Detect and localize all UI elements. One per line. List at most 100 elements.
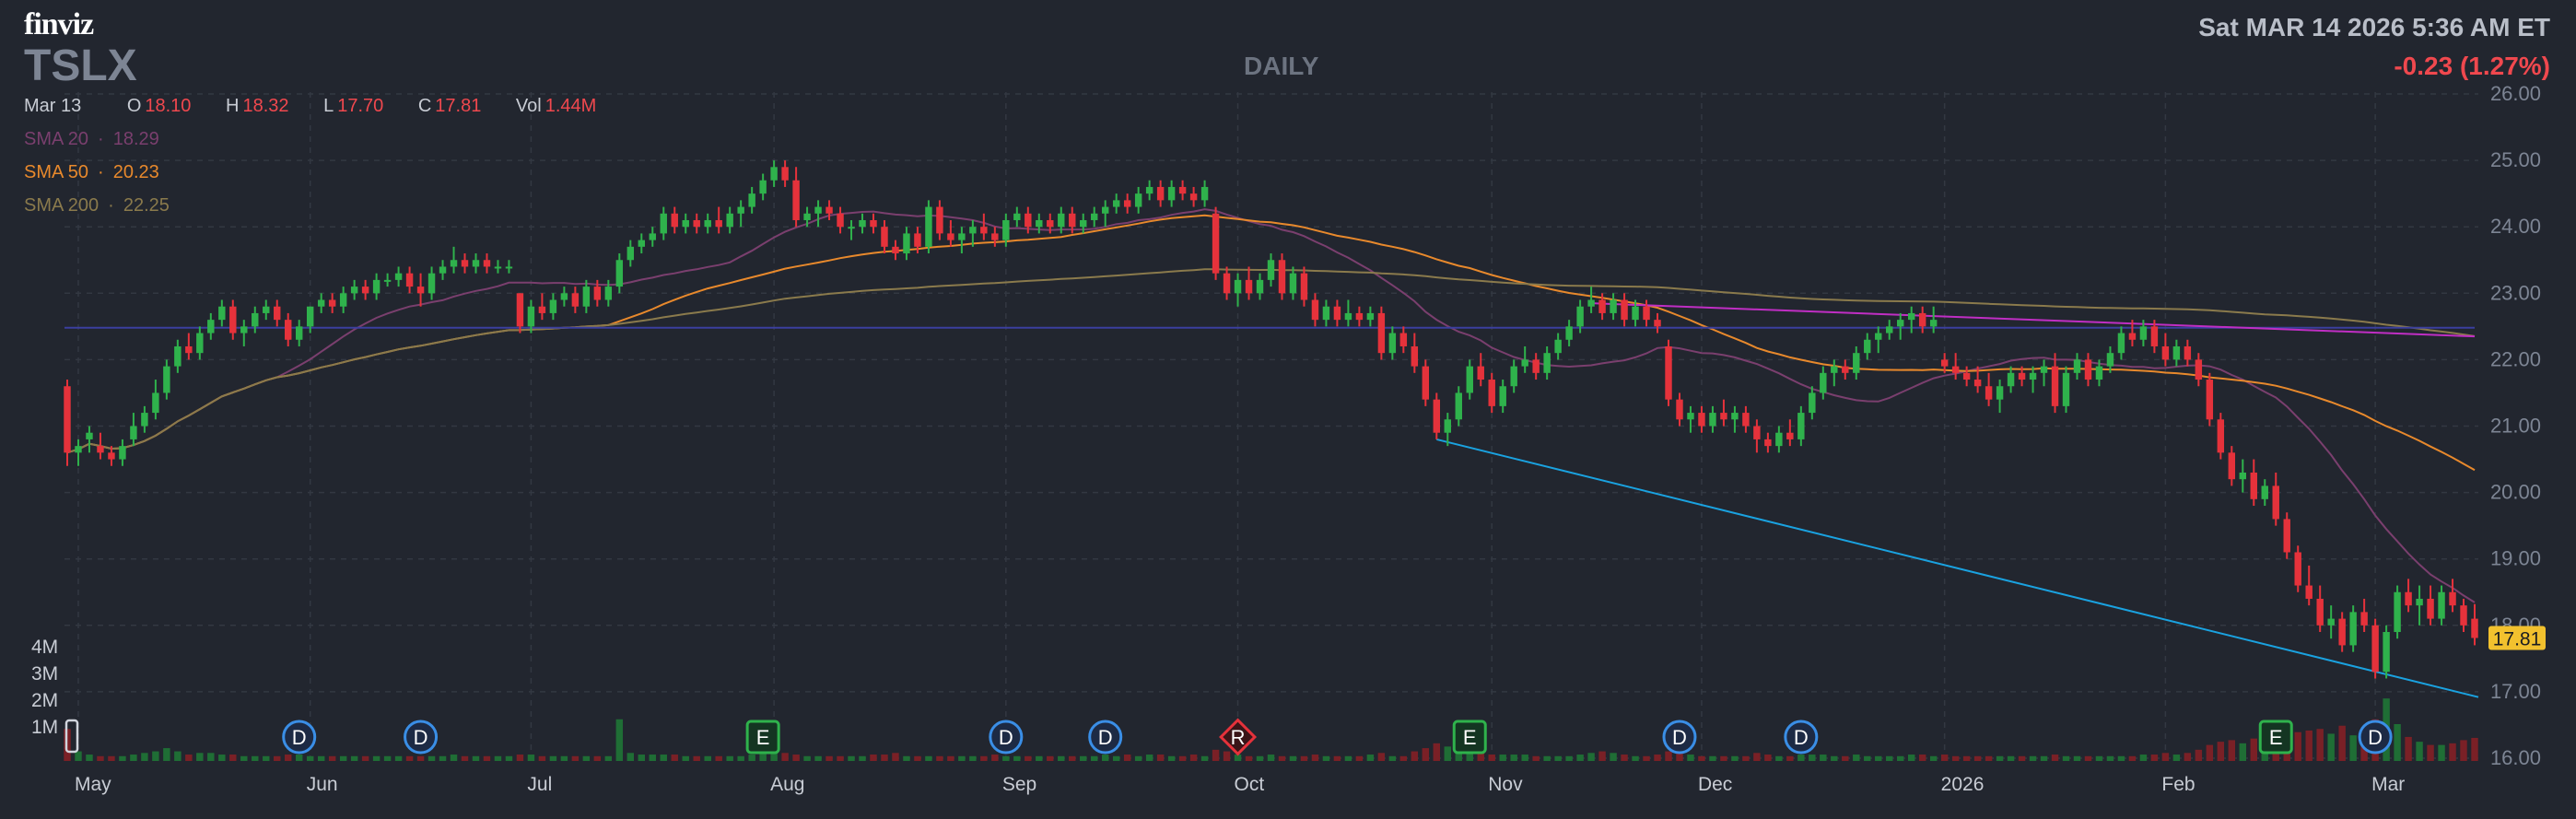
candle-body <box>1200 186 1209 201</box>
volume-bar <box>1223 751 1231 761</box>
volume-bar <box>439 755 447 761</box>
candle-body <box>394 273 403 280</box>
candle-body <box>1036 219 1043 228</box>
volume-bar <box>1366 755 1375 761</box>
candle-body <box>2349 612 2357 646</box>
candle-body <box>2305 585 2313 599</box>
dividend-event-marker[interactable]: D <box>2358 720 2393 755</box>
candle-body <box>2261 486 2268 499</box>
high-label: H <box>226 96 240 116</box>
candle-body <box>1245 279 1253 294</box>
sma-50-legend[interactable]: SMA 50 · 20.23 <box>24 162 159 182</box>
x-axis-label: Sep <box>1002 774 1036 795</box>
volume-bar <box>1864 755 1871 761</box>
low-label: L <box>323 96 334 116</box>
candle-body <box>549 299 557 313</box>
x-axis-label: Dec <box>1698 774 1732 795</box>
sma-20-legend[interactable]: SMA 20 · 18.29 <box>24 129 159 149</box>
volume-bar <box>516 755 524 761</box>
candle-body <box>1764 439 1772 447</box>
dividend-event-marker[interactable]: D <box>282 720 317 755</box>
volume-bar <box>141 753 148 761</box>
volume-bar <box>1300 755 1308 761</box>
volume-bar <box>560 755 568 761</box>
candle-body <box>416 287 425 294</box>
dividend-marker-shape <box>2358 720 2393 755</box>
candle-body <box>2283 519 2290 553</box>
candle-body <box>892 246 899 254</box>
candle-body <box>1444 419 1451 433</box>
volume-bar <box>1189 755 1198 761</box>
volume-bar <box>1444 746 1451 761</box>
candle-body <box>1929 320 1938 327</box>
candle-body <box>1598 299 1606 313</box>
dividend-event-marker[interactable]: D <box>1662 720 1697 755</box>
candle-body <box>1554 339 1562 354</box>
candle-body <box>1775 432 1783 447</box>
volume-bar <box>2239 743 2247 761</box>
volume-bar <box>483 755 491 761</box>
candle-body <box>1377 312 1386 354</box>
dividend-event-marker[interactable]: D <box>1088 720 1123 755</box>
candle-body <box>1212 213 1220 274</box>
candle-body <box>263 306 270 313</box>
finviz-logo[interactable]: finviz <box>24 7 94 41</box>
volume-bar <box>108 755 115 761</box>
dividend-event-marker[interactable]: D <box>404 720 439 755</box>
candle-body <box>75 446 82 453</box>
dividend-event-marker[interactable]: D <box>989 720 1024 755</box>
candle-body <box>2405 591 2412 606</box>
rating-event-marker[interactable]: R <box>1219 718 1258 756</box>
volume-bar <box>1831 755 1838 761</box>
volume-bar <box>2338 725 2346 761</box>
volume-bar <box>1742 755 1750 761</box>
candle-body <box>130 426 137 439</box>
volume-bar <box>1036 755 1043 761</box>
volume-bar <box>295 755 303 761</box>
earnings-event-marker[interactable]: E <box>2258 720 2293 755</box>
volume-bar <box>174 751 181 761</box>
candle-body <box>1962 372 1971 380</box>
earnings-event-marker[interactable]: E <box>1452 720 1487 755</box>
candle-body <box>2471 618 2478 638</box>
volume-bar <box>1278 755 1286 761</box>
volume-bar <box>1875 755 1882 761</box>
dividend-event-marker[interactable]: D <box>1784 720 1819 755</box>
earnings-event-marker[interactable]: E <box>745 720 780 755</box>
candle-body <box>759 180 767 194</box>
volume-bar <box>1499 755 1506 761</box>
volume-bar <box>372 755 381 761</box>
candle-body <box>427 273 436 294</box>
volume-bar <box>1587 753 1595 761</box>
candle-body <box>1820 372 1827 393</box>
volume-bar <box>1842 755 1849 761</box>
candle-body <box>682 219 689 228</box>
volume-bar <box>936 755 943 761</box>
candle-body <box>97 446 104 453</box>
candle-body <box>1532 359 1540 373</box>
volume-bar <box>2172 755 2181 761</box>
sma-200-value: 22.25 <box>123 195 170 216</box>
candle-body <box>1399 333 1408 346</box>
volume-bar <box>2040 755 2048 761</box>
volume-bar <box>1333 755 1341 761</box>
candle-body <box>870 219 877 228</box>
x-axis-label: Feb <box>2161 774 2195 795</box>
candle-body <box>240 326 248 333</box>
volume-bar <box>1200 755 1209 761</box>
sma-200-legend[interactable]: SMA 200 · 22.25 <box>24 195 170 216</box>
volume-bar <box>2438 744 2445 761</box>
volume-bar <box>1388 755 1397 761</box>
volume-bar <box>2117 755 2125 761</box>
x-axis-label: Jun <box>307 774 338 795</box>
candle-body <box>1134 193 1142 207</box>
candle-body <box>2128 333 2137 340</box>
volume-bar <box>803 755 811 761</box>
candle-body <box>2195 359 2203 380</box>
volume-bar <box>1996 755 2004 761</box>
volume-bar <box>1134 755 1142 761</box>
candle-body <box>2040 366 2048 373</box>
candle-body <box>2139 326 2148 340</box>
